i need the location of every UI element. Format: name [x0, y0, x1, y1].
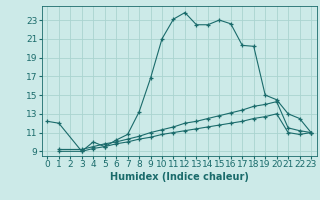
X-axis label: Humidex (Indice chaleur): Humidex (Indice chaleur)	[110, 172, 249, 182]
